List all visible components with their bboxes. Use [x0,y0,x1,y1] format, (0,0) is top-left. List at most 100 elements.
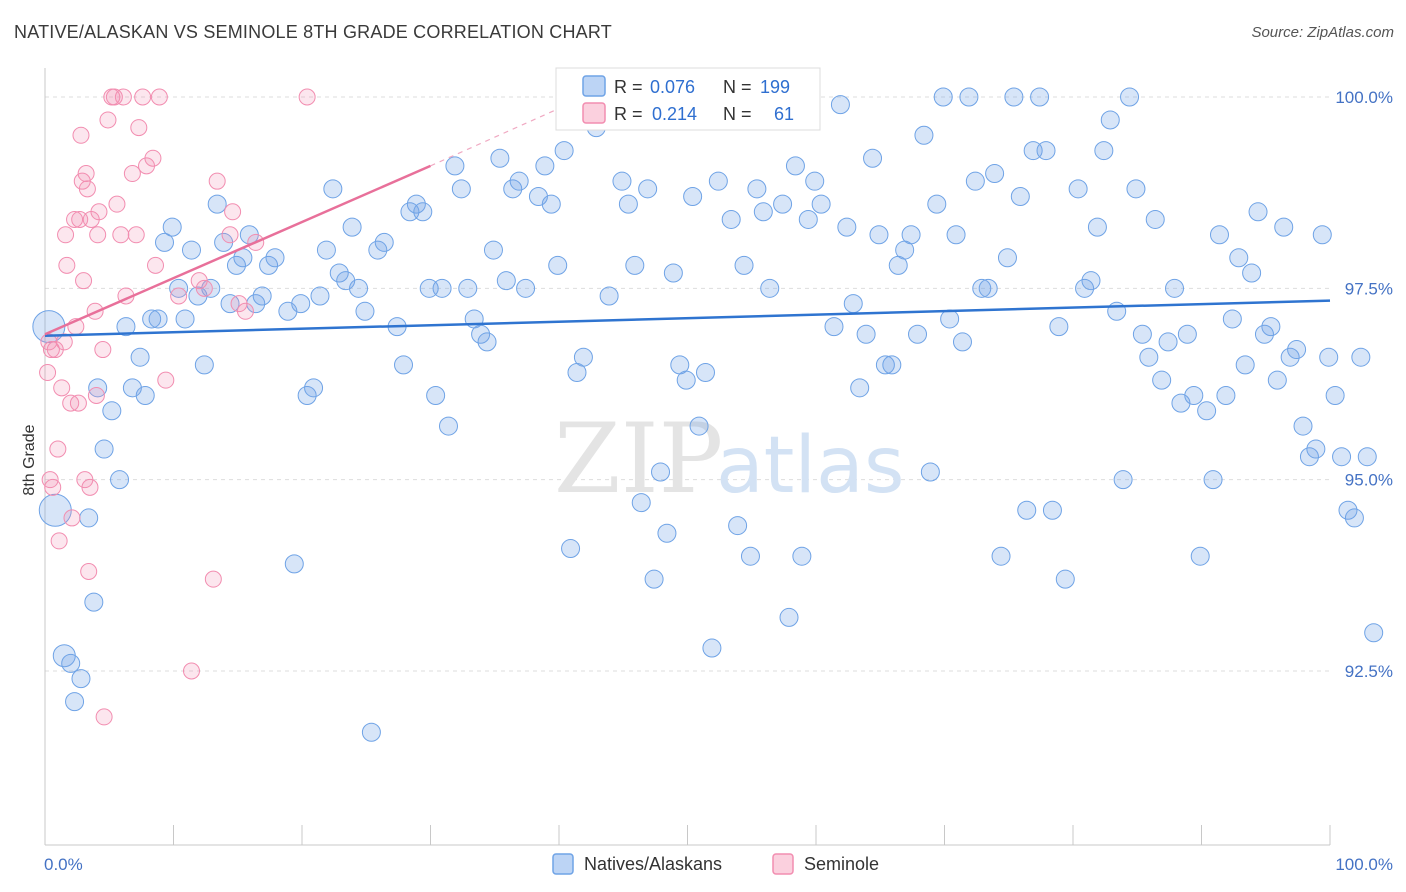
point-natives [445,156,465,176]
point-natives [1030,87,1050,107]
point-natives [920,462,940,482]
y-tick-labels: 92.5% 95.0% 97.5% 100.0% [1335,88,1393,681]
point-natives [618,194,638,214]
point-natives [561,539,581,559]
trendline-natives [44,299,1331,338]
point-natives [1209,225,1229,245]
point-natives [1152,370,1172,390]
point-natives [1100,110,1120,130]
point-natives [1248,202,1268,222]
point-natives [252,286,272,306]
point-natives [972,278,992,298]
point-natives [702,638,722,658]
stats-r-label-seminole: R = [614,104,643,124]
point-natives [554,141,574,161]
point-seminole [55,333,73,351]
point-natives [991,546,1011,566]
x-tick-labels: 0.0% 100.0% [44,855,1393,874]
point-natives [914,125,934,145]
point-seminole [204,570,222,588]
point-seminole [69,394,87,412]
y-axis-title: 8th Grade [21,424,38,495]
point-natives [1184,385,1204,405]
point-natives [753,202,773,222]
point-natives [882,355,902,375]
stats-r-value-seminole: 0.214 [652,104,697,124]
stats-swatch-natives [582,75,606,97]
point-seminole [208,172,226,190]
point-natives [175,309,195,329]
point-natives [1132,324,1152,344]
point-natives [997,248,1017,268]
point-seminole [58,256,76,274]
point-seminole [87,386,105,404]
point-natives [496,271,516,291]
point-seminole [75,272,93,290]
y-tick-label-1: 95.0% [1345,471,1393,490]
point-natives [291,294,311,314]
point-natives [785,156,805,176]
point-natives [110,470,130,490]
point-natives [1017,500,1037,520]
point-natives [773,194,793,214]
point-natives [1068,179,1088,199]
watermark: ZIP atlas [554,403,905,515]
point-seminole [127,226,145,244]
stats-r-value-natives: 0.076 [650,77,695,97]
point-natives [1042,500,1062,520]
point-natives [1165,278,1185,298]
point-natives [135,385,155,405]
point-natives [869,225,889,245]
point-natives [1364,623,1384,643]
point-natives [142,309,162,329]
point-natives [323,179,343,199]
point-natives [413,202,433,222]
point-natives [1113,470,1133,490]
point-natives [490,148,510,168]
point-natives [1261,317,1281,337]
point-seminole [99,111,117,129]
watermark-zip: ZIP [554,403,723,515]
point-natives [1177,324,1197,344]
point-natives [1010,186,1030,206]
point-seminole [63,509,81,527]
point-natives [612,171,632,191]
point-natives [1287,340,1307,360]
x-tick-label-0: 0.0% [44,855,83,874]
point-seminole [221,226,239,244]
point-natives [181,240,201,260]
point-natives [116,317,136,337]
point-natives [1120,87,1140,107]
point-natives [1325,385,1345,405]
watermark-atlas: atlas [716,421,905,511]
point-seminole [147,256,165,274]
point-natives [1190,546,1210,566]
point-natives [740,546,760,566]
point-seminole [53,379,71,397]
point-seminole [95,708,113,726]
point-natives [541,194,561,214]
stats-n-value-seminole: 61 [774,104,794,124]
point-natives [824,317,844,337]
point-seminole [130,119,148,137]
point-natives [573,347,593,367]
point-seminole [144,149,162,167]
point-natives [438,416,458,436]
point-natives [1087,217,1107,237]
point-natives [432,278,452,298]
point-natives [342,217,362,237]
bottom-legend: Natives/Alaskans Seminole [552,853,879,875]
point-natives [1332,447,1352,467]
point-natives [304,378,324,398]
point-natives [84,592,104,612]
point-natives [259,255,279,275]
point-seminole [298,88,316,106]
point-natives [657,523,677,543]
point-natives [1055,569,1075,589]
point-seminole [39,364,57,382]
point-natives [927,194,947,214]
point-natives [1357,447,1377,467]
point-natives [843,294,863,314]
point-natives [1229,248,1249,268]
point-natives [805,171,825,191]
